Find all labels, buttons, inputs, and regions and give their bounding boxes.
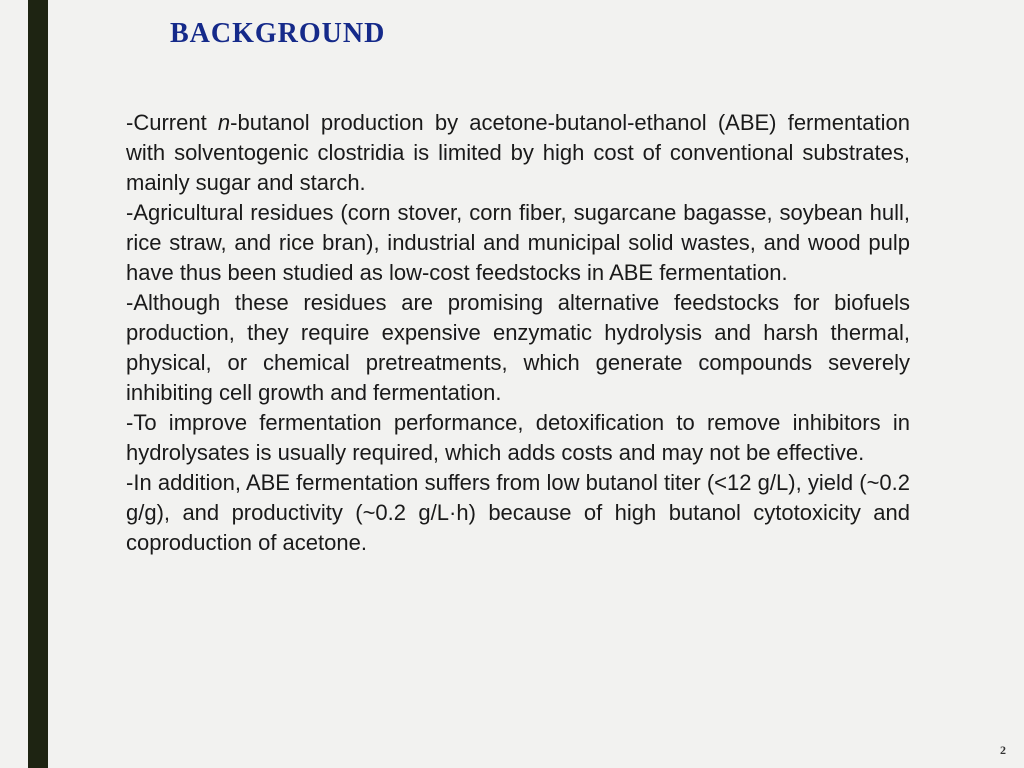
slide-body: -Current n-butanol production by acetone… (126, 108, 910, 558)
page-number: 2 (1000, 743, 1006, 758)
para-text: -Although these residues are promising a… (126, 290, 910, 405)
slide-sidebar (28, 0, 48, 768)
para-italic: n (218, 110, 230, 135)
body-paragraph: -Agricultural residues (corn stover, cor… (126, 198, 910, 288)
body-paragraph: -Although these residues are promising a… (126, 288, 910, 408)
slide-title: BACKGROUND (170, 18, 385, 50)
body-paragraph: -In addition, ABE fermentation suffers f… (126, 468, 910, 558)
body-paragraph: -To improve fermentation performance, de… (126, 408, 910, 468)
para-text: -To improve fermentation performance, de… (126, 410, 910, 465)
para-text: -Agricultural residues (corn stover, cor… (126, 200, 910, 285)
body-paragraph: -Current n-butanol production by acetone… (126, 108, 910, 198)
para-text: -butanol production by acetone-butanol-e… (126, 110, 910, 195)
para-text: -In addition, ABE fermentation suffers f… (126, 470, 910, 555)
para-text: -Current (126, 110, 218, 135)
